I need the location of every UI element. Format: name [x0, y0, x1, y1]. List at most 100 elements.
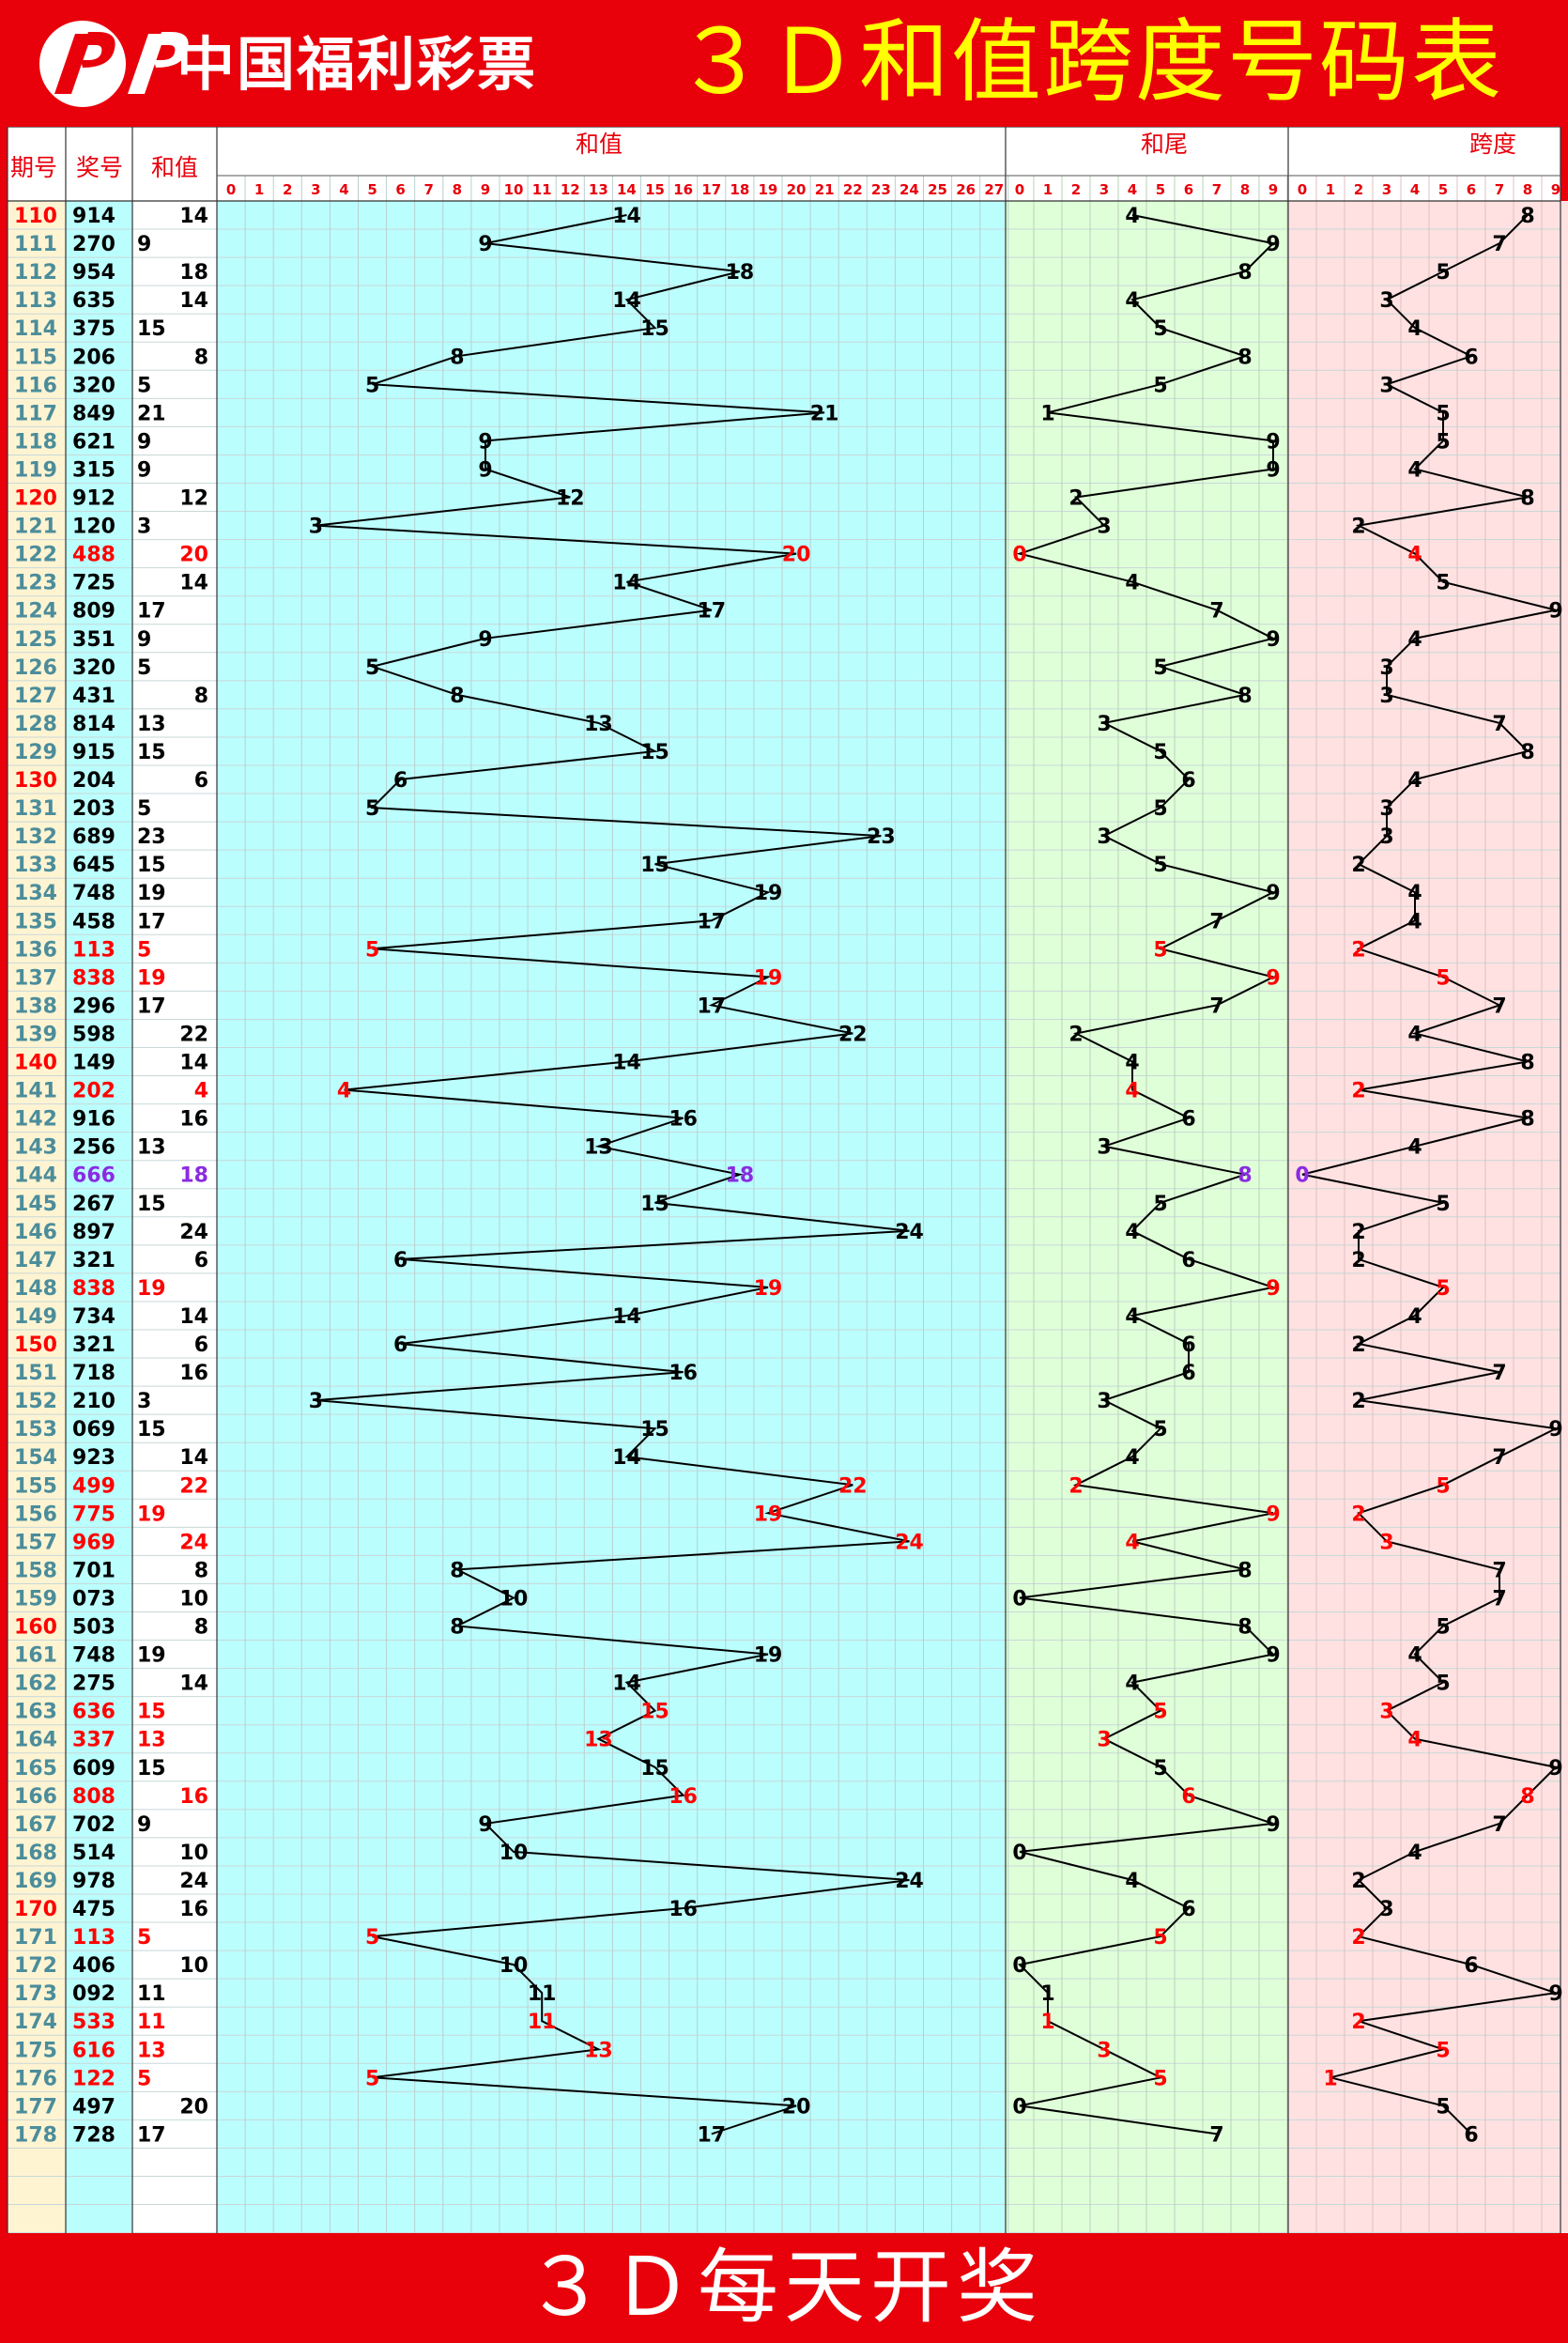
- draw-number: 849: [72, 402, 115, 425]
- span-point-label: 2: [1351, 1249, 1365, 1272]
- sum-point-label: 12: [556, 487, 585, 511]
- span-tick-label: 6: [1467, 181, 1476, 198]
- issue-number: 118: [14, 430, 57, 454]
- draw-number: 923: [72, 1446, 115, 1470]
- sum-tick-label: 19: [759, 181, 778, 198]
- sum-value: 14: [179, 289, 208, 313]
- tail-point-label: 5: [1153, 656, 1167, 680]
- tail-point-label: 9: [1266, 459, 1280, 483]
- sum-value: 15: [137, 1701, 166, 1724]
- tail-point-label: 6: [1181, 1898, 1195, 1921]
- sum-point-label: 9: [478, 430, 492, 454]
- draw-number: 270: [72, 233, 115, 256]
- tail-point-label: 3: [1097, 1390, 1111, 1413]
- issue-number: 164: [14, 1729, 57, 1752]
- tail-point-label: 8: [1237, 346, 1252, 369]
- issue-number: 111: [14, 233, 57, 256]
- tail-tick-label: 4: [1128, 181, 1137, 198]
- sum-value: 14: [179, 205, 208, 228]
- tail-point-label: 2: [1068, 1024, 1083, 1047]
- sum-point-label: 8: [450, 1559, 464, 1582]
- tail-point-label: 4: [1125, 1531, 1139, 1554]
- span-point-label: 6: [1464, 1954, 1478, 1978]
- draw-number: 954: [72, 261, 115, 285]
- issue-number: 117: [14, 402, 57, 425]
- sum-value: 5: [137, 938, 151, 962]
- issue-number: 120: [14, 487, 57, 511]
- issue-number: 153: [14, 1418, 57, 1441]
- span-tick-label: 8: [1523, 181, 1532, 198]
- draw-number: 978: [72, 1870, 115, 1893]
- draw-number: 728: [72, 2123, 115, 2147]
- issue-number: 139: [14, 1023, 57, 1046]
- tail-point-label: 6: [1181, 1333, 1195, 1357]
- tail-point-label: 5: [1153, 741, 1167, 764]
- sum-tick-label: 21: [815, 181, 835, 198]
- sum-tick-label: 16: [673, 181, 693, 198]
- sum-point-label: 24: [895, 1531, 924, 1554]
- span-point-label: 2: [1351, 1926, 1365, 1950]
- sum-tick-label: 11: [532, 181, 552, 198]
- issue-number: 114: [14, 317, 57, 341]
- sum-point-label: 5: [365, 374, 379, 397]
- sum-point-label: 11: [528, 1982, 557, 2006]
- sum-point-label: 14: [612, 572, 641, 595]
- span-point-label: 4: [1407, 769, 1422, 793]
- issue-number: 165: [14, 1757, 57, 1780]
- sum-point-label: 20: [782, 2095, 811, 2119]
- sum-value: 11: [137, 2011, 166, 2034]
- span-point-label: 2: [1351, 1333, 1365, 1357]
- span-point-label: 6: [1464, 346, 1478, 369]
- tail-point-label: 3: [1097, 825, 1111, 849]
- sum-point-label: 5: [365, 797, 379, 821]
- tail-point-label: 4: [1125, 205, 1139, 228]
- issue-number: 172: [14, 1954, 57, 1978]
- tail-point-label: 7: [1209, 910, 1223, 933]
- tail-point-label: 4: [1125, 1052, 1139, 1075]
- draw-number: 203: [72, 797, 115, 821]
- span-point-label: 3: [1379, 825, 1393, 849]
- span-point-label: 9: [1548, 1757, 1562, 1780]
- sum-point-label: 6: [393, 769, 407, 793]
- tail-point-label: 3: [1097, 1729, 1111, 1752]
- draw-number: 838: [72, 1277, 115, 1301]
- sum-value: 14: [179, 572, 208, 595]
- tail-point-label: 4: [1125, 1870, 1139, 1893]
- span-point-label: 4: [1407, 459, 1422, 483]
- sum-tick-label: 10: [504, 181, 524, 198]
- tail-point-label: 4: [1125, 1446, 1139, 1470]
- draw-number: 073: [72, 1587, 115, 1611]
- draw-number: 514: [72, 1842, 115, 1865]
- trend-lines: [315, 214, 1560, 2135]
- sum-value: 21: [137, 402, 166, 425]
- span-point-label: 3: [1379, 1701, 1393, 1724]
- span-point-label: 7: [1492, 1813, 1506, 1837]
- issue-number: 112: [14, 261, 57, 285]
- span-point-label: 4: [1407, 1644, 1422, 1668]
- sum-value: 17: [137, 2123, 166, 2147]
- draw-number: 616: [72, 2039, 115, 2062]
- span-point-label: 5: [1436, 1474, 1450, 1498]
- issue-number: 119: [14, 458, 57, 482]
- draw-number: 210: [72, 1390, 115, 1413]
- span-point-label: 4: [1407, 882, 1422, 905]
- draw-number: 113: [72, 1926, 115, 1950]
- sum-value: 5: [137, 656, 151, 680]
- draw-number: 475: [72, 1898, 115, 1921]
- sum-point-label: 16: [669, 1898, 698, 1921]
- sum-trend-line: [315, 214, 910, 2135]
- tail-point-label: 6: [1181, 769, 1195, 793]
- sum-value: 20: [179, 2095, 208, 2119]
- issue-number: 156: [14, 1503, 57, 1526]
- draw-number: 635: [72, 289, 115, 313]
- draw-number: 912: [72, 487, 115, 511]
- sum-value: 5: [137, 2067, 151, 2090]
- sum-value: 9: [137, 628, 151, 652]
- sum-tick-label: 9: [481, 181, 490, 198]
- tail-point-label: 0: [1012, 1954, 1026, 1978]
- sum-point-label: 6: [393, 1249, 407, 1272]
- span-point-label: 2: [1351, 1870, 1365, 1893]
- draw-number: 915: [72, 741, 115, 764]
- span-point-label: 5: [1436, 430, 1450, 454]
